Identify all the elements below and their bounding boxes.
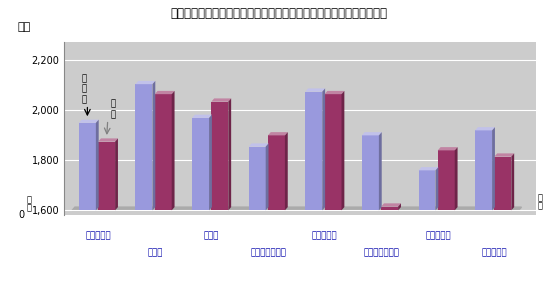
Polygon shape xyxy=(435,167,439,210)
Bar xyxy=(249,147,266,210)
Bar xyxy=(418,170,435,210)
Polygon shape xyxy=(152,81,155,210)
Bar xyxy=(475,130,492,210)
Polygon shape xyxy=(323,88,325,210)
Bar xyxy=(79,123,96,210)
Bar xyxy=(211,102,228,210)
Polygon shape xyxy=(438,147,458,150)
Polygon shape xyxy=(418,167,439,170)
Text: ～
～: ～ ～ xyxy=(26,195,31,212)
Polygon shape xyxy=(72,207,522,210)
Polygon shape xyxy=(155,91,175,94)
Bar xyxy=(494,157,511,210)
Polygon shape xyxy=(249,143,268,147)
Text: ～
～: ～ ～ xyxy=(538,194,543,210)
Polygon shape xyxy=(172,91,175,210)
Polygon shape xyxy=(362,132,382,135)
Bar xyxy=(192,118,209,210)
Polygon shape xyxy=(455,147,458,210)
Text: 金融保険業: 金融保険業 xyxy=(425,231,451,240)
Bar xyxy=(155,94,172,210)
Text: 建設業: 建設業 xyxy=(147,248,163,257)
Text: 0: 0 xyxy=(18,210,24,220)
Polygon shape xyxy=(115,139,118,210)
Text: サービス業: サービス業 xyxy=(482,248,507,257)
Polygon shape xyxy=(228,98,231,210)
Polygon shape xyxy=(305,88,325,92)
Bar xyxy=(362,135,379,210)
Text: 卸小売業飲食店: 卸小売業飲食店 xyxy=(363,248,400,257)
Text: 図１７　総実労働時間（年間）の全国との産業別比較（３０人以上）: 図１７ 総実労働時間（年間）の全国との産業別比較（３０人以上） xyxy=(171,7,387,20)
Polygon shape xyxy=(211,98,231,102)
Polygon shape xyxy=(475,127,495,130)
Polygon shape xyxy=(379,132,382,210)
Polygon shape xyxy=(192,115,212,118)
Text: 鳥
取
県: 鳥 取 県 xyxy=(82,74,87,104)
Polygon shape xyxy=(79,120,99,123)
Polygon shape xyxy=(325,91,344,94)
Text: 時間: 時間 xyxy=(17,22,31,32)
Bar xyxy=(325,94,341,210)
Polygon shape xyxy=(381,203,401,207)
Polygon shape xyxy=(96,120,99,210)
Polygon shape xyxy=(511,153,514,210)
Text: 調査産業計: 調査産業計 xyxy=(85,231,111,240)
Polygon shape xyxy=(494,153,514,157)
Text: 製造業: 製造業 xyxy=(204,231,219,240)
Bar xyxy=(381,207,398,210)
Text: 全
国: 全 国 xyxy=(111,100,116,119)
Text: 電気ガス水道業: 電気ガス水道業 xyxy=(251,248,286,257)
Bar xyxy=(268,135,285,210)
Polygon shape xyxy=(285,132,288,210)
Bar xyxy=(136,84,152,210)
Polygon shape xyxy=(266,143,268,210)
Polygon shape xyxy=(209,115,212,210)
Text: 運輸通信業: 運輸通信業 xyxy=(312,231,338,240)
Polygon shape xyxy=(492,127,495,210)
Polygon shape xyxy=(398,203,401,210)
Bar xyxy=(305,92,323,210)
Polygon shape xyxy=(341,91,344,210)
Polygon shape xyxy=(268,132,288,135)
Polygon shape xyxy=(98,139,118,142)
Bar xyxy=(98,142,115,210)
Polygon shape xyxy=(136,81,155,84)
Bar xyxy=(438,150,455,210)
